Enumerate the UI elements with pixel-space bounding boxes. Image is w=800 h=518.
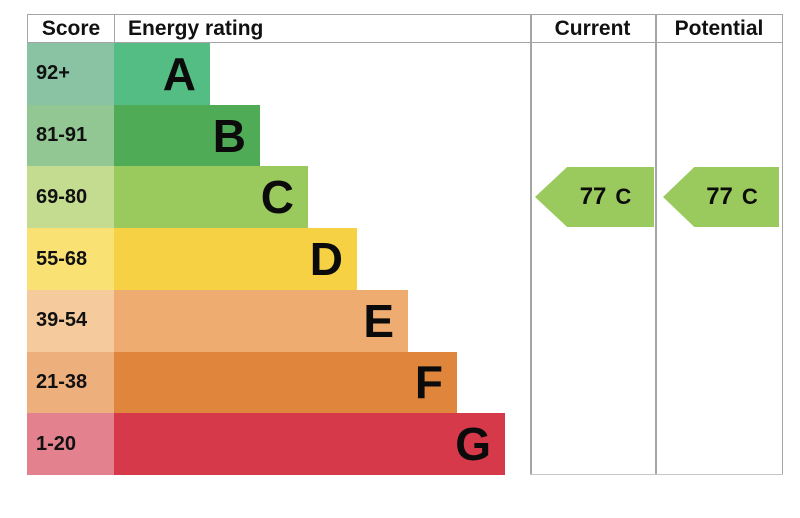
- epc-table: Score Energy rating Current Potential 92…: [27, 14, 783, 476]
- score-cell: 39-54: [27, 289, 114, 352]
- band-row-f: 21-38 F: [27, 351, 783, 414]
- band-letter: A: [162, 47, 196, 100]
- band-rows: 92+ A 81-91 B 69-80 C 55-68 D: [27, 43, 783, 476]
- current-header: Current: [554, 17, 631, 40]
- energy-rating-header: Energy rating: [114, 15, 530, 42]
- potential-header: Potential: [674, 17, 764, 40]
- band-row-e: 39-54 E: [27, 289, 783, 352]
- table-right-border: [781, 14, 783, 475]
- rating-bar: E: [114, 289, 408, 352]
- band-row-d: 55-68 D: [27, 228, 783, 290]
- band-row-g: 1-20 G: [27, 413, 783, 476]
- score-cell: 55-68: [27, 228, 114, 290]
- current-band: C: [615, 184, 632, 209]
- score-cell: 81-91: [27, 104, 114, 167]
- current-column-divider: [530, 14, 532, 475]
- rating-bar: G: [114, 413, 505, 476]
- rating-bar: D: [114, 228, 357, 290]
- rating-bar: F: [114, 351, 457, 414]
- score-cell: 92+: [27, 43, 114, 105]
- potential-column-divider: [655, 14, 657, 475]
- rating-bar: A: [114, 43, 210, 105]
- band-letter: F: [414, 356, 443, 409]
- band-letter: B: [212, 109, 246, 162]
- potential-score: 77: [706, 183, 733, 210]
- band-row-b: 81-91 B: [27, 104, 783, 167]
- potential-band: C: [741, 184, 758, 209]
- rating-bar: C: [114, 166, 308, 229]
- band-letter: E: [363, 294, 394, 347]
- band-letter: G: [455, 418, 491, 471]
- header-row: Score Energy rating Current Potential: [27, 14, 783, 43]
- table-bottom-border: [530, 473, 783, 475]
- rating-bar: B: [114, 104, 260, 167]
- current-score: 77: [579, 183, 607, 210]
- band-row-a: 92+ A: [27, 43, 783, 105]
- score-header: Score: [41, 17, 101, 40]
- band-row-c: 69-80 C: [27, 166, 783, 229]
- potential-rating-arrow: 77 C: [663, 167, 779, 227]
- band-letter: C: [260, 171, 294, 224]
- score-cell: 21-38: [27, 351, 114, 414]
- score-cell: 69-80: [27, 166, 114, 229]
- band-letter: D: [309, 233, 343, 286]
- current-rating-arrow: 77 C: [535, 167, 654, 227]
- score-cell: 1-20: [27, 413, 114, 476]
